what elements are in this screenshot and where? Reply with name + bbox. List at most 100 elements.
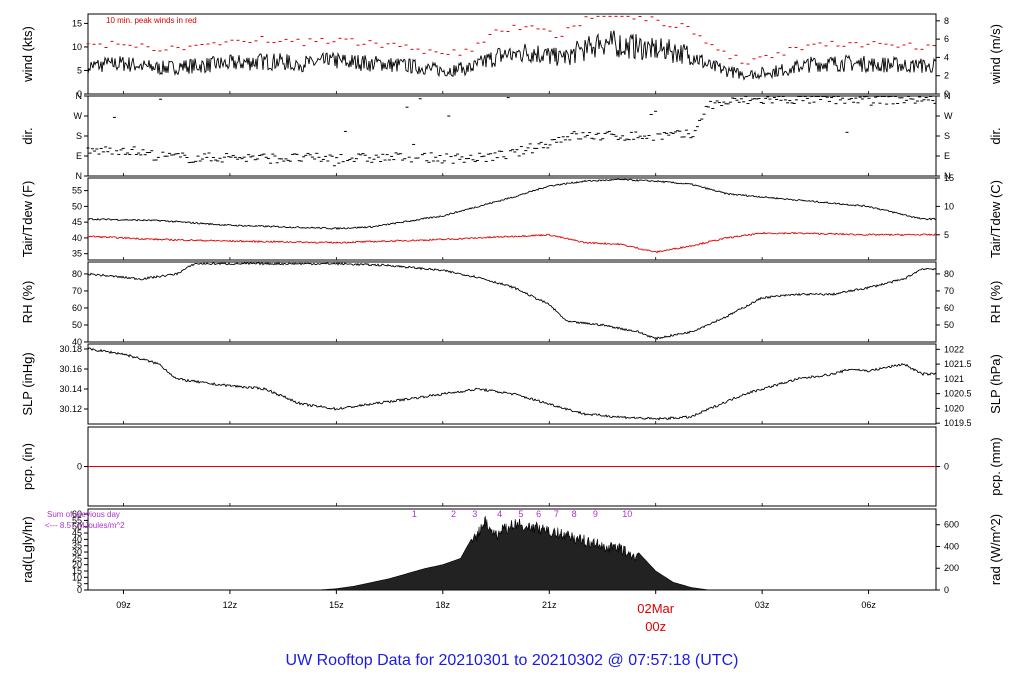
y-tick-label-left: 20 xyxy=(72,560,82,570)
slp-line xyxy=(87,347,937,421)
y-tick-label-left: 70 xyxy=(72,286,82,296)
x-day-label: 02Mar xyxy=(637,601,675,616)
chart-title: UW Rooftop Data for 20210301 to 20210302… xyxy=(286,652,739,669)
y-tick-label-right: 1022 xyxy=(944,344,964,354)
y-tick-label-left: N xyxy=(76,171,83,181)
y-axis-label-right: RH (%) xyxy=(988,281,1003,324)
panel-frame xyxy=(87,343,937,425)
hour-marker-label: 6 xyxy=(536,509,541,519)
wind-speed-line xyxy=(87,30,937,81)
y-tick-label-right: 8 xyxy=(944,16,949,26)
y-tick-label-left: 40 xyxy=(72,534,82,544)
y-axis-label-right: Tair/Tdew (C) xyxy=(988,180,1003,258)
y-tick-label-right: 1020.5 xyxy=(944,389,972,399)
y-tick-label-left: E xyxy=(76,151,82,161)
hour-marker-label: 3 xyxy=(472,509,477,519)
y-axis-label-left: Tair/Tdew (F) xyxy=(20,181,35,258)
x-tick-label: 18z xyxy=(436,600,451,610)
y-axis-label-right: pcp. (mm) xyxy=(988,437,1003,496)
panel-radiation: 0510152025303540455055600200400600rad(Lg… xyxy=(20,508,1003,595)
y-tick-label-left: W xyxy=(74,111,83,121)
y-tick-label-left: 80 xyxy=(72,269,82,279)
wind-annotation: 10 min. peak winds in red xyxy=(106,16,197,25)
radiation-sum-label: Sum of previous day xyxy=(47,510,120,519)
y-tick-label-right: 50 xyxy=(944,320,954,330)
y-tick-label-left: 40 xyxy=(72,233,82,243)
y-tick-label-left: 60 xyxy=(72,303,82,313)
y-tick-label-right: 6 xyxy=(944,34,949,44)
panel-wind: 0 5 10 15 0 2 4 6 8 wind (kts) wind (m/s) 10 min. p… xyxy=(20,13,1003,99)
hour-marker-label: 1 xyxy=(412,509,417,519)
hour-marker-label: 2 xyxy=(451,509,456,519)
y-tick-label-right: 0 xyxy=(944,89,949,99)
y-tick-label-left: 30.12 xyxy=(59,404,82,414)
y-tick-label-right: 10 xyxy=(944,201,954,211)
y-tick-label-right: W xyxy=(944,111,953,121)
x-tick-label: 12z xyxy=(223,600,238,610)
y-axis-label-left: pcp. (in) xyxy=(20,443,35,490)
x-day-hour-label: 00z xyxy=(645,619,666,634)
y-tick-label-left: 35 xyxy=(72,541,82,551)
y-tick-label-right: 1021 xyxy=(944,374,964,384)
y-tick-label-left: 50 xyxy=(72,201,82,211)
y-axis-label-right: rad (W/m^2) xyxy=(988,514,1003,585)
y-axis-label-left: RH (%) xyxy=(20,281,35,324)
panel-precipitation: 0 0 pcp. (in) pcp. (mm) xyxy=(20,426,1003,507)
hour-marker-label: 5 xyxy=(518,509,523,519)
hour-marker-label: 9 xyxy=(593,509,598,519)
y-tick-label-left: 30.18 xyxy=(59,344,82,354)
panel-rh: 40 50 60 70 80 50 60 70 80 RH (%) RH (%) xyxy=(20,261,1003,347)
x-tick-label: 09z xyxy=(116,600,131,610)
y-tick-label-right: 80 xyxy=(944,269,954,279)
y-tick-label-left: 55 xyxy=(72,515,82,525)
y-tick-label-left: 30.14 xyxy=(59,384,82,394)
y-tick-label-right: N xyxy=(944,171,951,181)
y-tick-label-left: 50 xyxy=(72,522,82,532)
radiation-sum-value: <--- 8.57 MJoules/m^2 xyxy=(45,521,125,530)
y-axis-label-left: wind (kts) xyxy=(20,26,35,83)
y-tick-label-left: 15 xyxy=(72,566,82,576)
y-tick-label-left: 60 xyxy=(72,509,82,519)
dewpoint-line xyxy=(88,231,937,254)
y-tick-label-left: 45 xyxy=(72,528,82,538)
panel-slp: 30.12 30.14 30.16 30.18 1019.5 1020 1020.5 1021… xyxy=(20,343,1003,428)
hour-marker-label: 7 xyxy=(554,509,559,519)
y-tick-label-left: 40 xyxy=(72,337,82,347)
y-tick-label-right: 600 xyxy=(944,520,959,530)
x-tick-label: 06z xyxy=(861,600,876,610)
y-axis-label-right: dir. xyxy=(988,127,1003,144)
y-tick-label-left: 0 xyxy=(77,462,82,472)
y-tick-label-right: 60 xyxy=(944,303,954,313)
panel-frame xyxy=(87,177,937,261)
x-axis: 09z 12z 15z 18z 21z 02Mar 00z 03z 06z xyxy=(116,91,876,634)
y-tick-label-right: 15 xyxy=(944,173,954,183)
y-tick-label-left: N xyxy=(76,91,83,101)
y-tick-label-right: 0 xyxy=(944,585,949,595)
y-tick-label-left: S xyxy=(76,131,82,141)
y-tick-label-left: 5 xyxy=(77,579,82,589)
y-tick-label-left: 30 xyxy=(72,547,82,557)
hour-marker-label: 8 xyxy=(572,509,577,519)
y-tick-label-left: 30.16 xyxy=(59,364,82,374)
y-tick-label-left: 55 xyxy=(72,186,82,196)
y-tick-label-left: 35 xyxy=(72,249,82,259)
y-tick-label-right: 2 xyxy=(944,71,949,81)
y-tick-label-right: 1021.5 xyxy=(944,359,972,369)
y-tick-label-left: 50 xyxy=(72,320,82,330)
panel-frame xyxy=(87,13,937,95)
y-axis-label-left: dir. xyxy=(20,127,35,144)
y-axis-label-left: SLP (inHg) xyxy=(20,352,35,415)
y-tick-label-right: 1020 xyxy=(944,403,964,413)
y-tick-label-right: 4 xyxy=(944,52,949,62)
y-axis-label-left: rad(Lgly/hr) xyxy=(20,516,35,582)
y-tick-label-right: E xyxy=(944,151,950,161)
y-tick-label-left: 25 xyxy=(72,553,82,563)
y-axis-label-right: wind (m/s) xyxy=(988,24,1003,85)
y-tick-label-left: 0 xyxy=(77,89,82,99)
air-temperature-line xyxy=(87,178,937,231)
y-tick-label-left: 0 xyxy=(77,585,82,595)
y-tick-label-left: 15 xyxy=(72,18,82,28)
y-axis-label-right: SLP (hPa) xyxy=(988,354,1003,414)
